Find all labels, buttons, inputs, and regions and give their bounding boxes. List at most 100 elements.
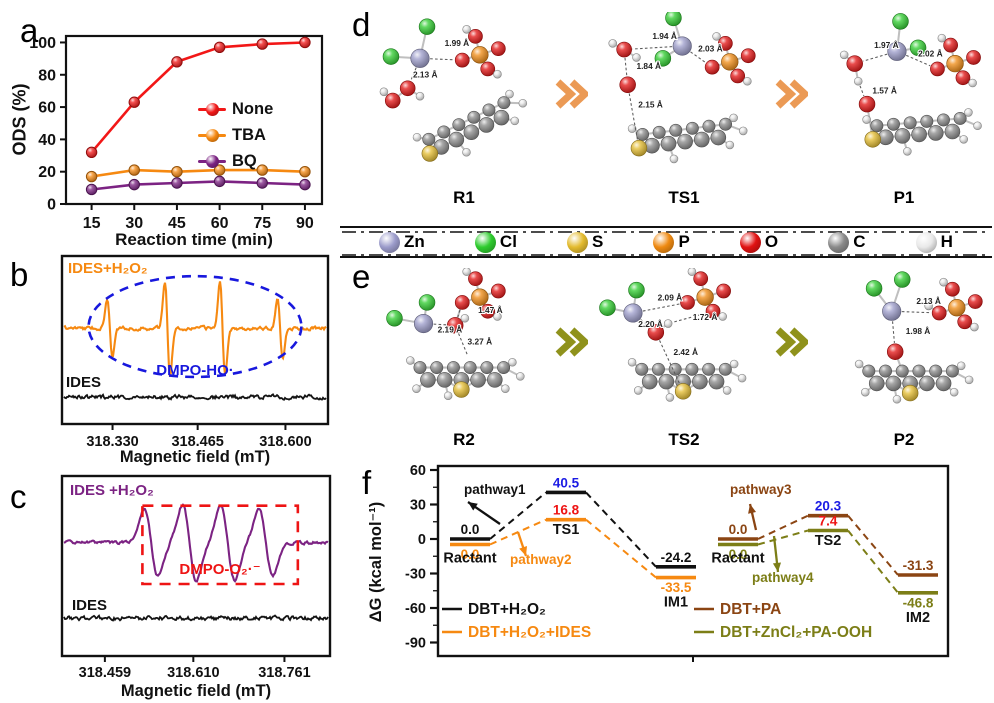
atom-C: [719, 117, 733, 131]
energy-legend-label: DBT+H₂O₂+IDES: [468, 624, 591, 641]
atom-Cl: [665, 12, 682, 27]
panel-d-letter: d: [352, 6, 371, 43]
atom-H: [718, 312, 727, 321]
atom-O: [680, 295, 695, 310]
atom-O: [647, 324, 665, 341]
atom-C: [937, 113, 950, 127]
distance-label: 1.94 Å: [652, 31, 677, 41]
atom-legend-item-Zn: Zn: [379, 231, 425, 253]
atom-ball-icon-Zn: [379, 231, 401, 253]
y-tick-label: 20: [38, 164, 56, 181]
energy-value-label: -46.8: [903, 595, 934, 610]
structure-label-P2: P2: [893, 430, 915, 449]
atom-ball-icon-S: [567, 231, 589, 253]
atom-C: [685, 362, 699, 376]
energy-value-label: -31.3: [903, 558, 934, 573]
data-point-BQ: [128, 178, 140, 191]
atom-C: [929, 364, 943, 378]
data-point-BQ: [171, 177, 183, 189]
atom-O: [616, 41, 632, 58]
atom-H: [949, 387, 959, 397]
atom-C: [446, 361, 460, 375]
data-point-None: [213, 41, 226, 54]
atom-Zn: [882, 301, 902, 321]
distance-label: 1.57 Å: [872, 86, 897, 96]
structure-label-TS1: TS1: [668, 188, 700, 207]
data-point-TBA: [213, 164, 226, 176]
panel-f-y-axis-label: ΔG (kcal mol⁻¹): [367, 501, 385, 623]
structure-label-P1: P1: [893, 188, 915, 207]
atom-C: [953, 111, 967, 125]
atom-H: [505, 89, 514, 99]
atom-H: [903, 147, 912, 156]
atom-ball-icon-C: [828, 231, 850, 253]
energy-connector: [757, 529, 809, 546]
legend-line-icon: [198, 128, 226, 142]
atom-H: [970, 322, 979, 332]
data-point-None: [85, 146, 98, 159]
energy-legend-label: DBT+PA: [720, 601, 781, 618]
atom-C: [493, 109, 510, 126]
trace-label-ides-h2o2: IDES +H₂O₂: [70, 482, 154, 499]
atom-Cl: [894, 271, 911, 288]
x-tick-label: 60: [211, 215, 229, 232]
atom-C: [885, 375, 902, 392]
annotation-dashed-rect: [141, 504, 300, 586]
legend-row-none: None: [198, 96, 273, 122]
atom-legend-item-S: S: [567, 231, 603, 253]
atom-C: [903, 116, 917, 130]
atom-C: [911, 126, 927, 143]
atom-H: [687, 268, 697, 276]
y-tick-label: 0: [418, 532, 426, 548]
atom-C: [919, 375, 935, 392]
atom-H: [608, 39, 617, 48]
energy-value-label: -33.5: [661, 580, 692, 595]
distance-label: 1.99 Å: [445, 38, 470, 48]
atom-O: [945, 281, 960, 297]
atom-C: [467, 110, 481, 124]
atom-symbol-Zn: Zn: [404, 232, 425, 251]
panel-a-y-axis-label: ODS (%): [9, 83, 30, 156]
x-tick-label: 75: [253, 215, 271, 232]
atom-ball-icon-P: [653, 231, 675, 253]
panel-e-letter: e: [352, 258, 371, 295]
reaction-arrow-icon: [555, 79, 588, 109]
atom-S: [864, 131, 881, 148]
atom-O: [468, 271, 483, 287]
atom-C: [470, 372, 486, 388]
atom-H: [924, 301, 933, 311]
atom-legend-item-O: O: [739, 231, 778, 253]
atom-C: [862, 364, 876, 378]
atom-C: [497, 361, 511, 375]
atom-P: [696, 288, 714, 306]
legend-marker-icon: [206, 128, 219, 142]
atom-O: [955, 70, 971, 86]
atom-C: [437, 125, 451, 139]
series-line-TBA: [91, 168, 305, 178]
distance-label: 2.02 Å: [918, 49, 943, 59]
panel-b: b 318.330 318.465 318.600 IDES+H₂O₂ DMPO-H…: [0, 250, 338, 470]
y-tick-label: 0: [47, 197, 56, 214]
x-tick-label: 318.600: [259, 434, 311, 450]
atom-C: [420, 372, 436, 388]
atom-P: [948, 299, 966, 317]
atom-Cl: [386, 310, 403, 327]
atom-S: [453, 381, 470, 398]
atom-C: [702, 119, 716, 133]
energy-legend-label: DBT+ZnCl₂+PA-OOH: [720, 624, 872, 641]
atom-O: [454, 52, 470, 68]
atom-Zn: [413, 314, 434, 334]
atom-H: [743, 76, 752, 86]
atom-H: [508, 358, 517, 367]
atom-O: [930, 61, 945, 77]
trace-label-ides-h2o2: IDES+H₂O₂: [68, 260, 148, 277]
energy-legend-label: DBT+H₂O₂: [468, 601, 546, 618]
atom-Cl: [892, 13, 909, 30]
atom-C: [413, 361, 427, 375]
distance-label: 2.15 Å: [638, 100, 663, 110]
atom-C: [945, 364, 959, 378]
station-label: Ractant: [443, 551, 496, 567]
panel-f-letter: f: [362, 464, 372, 501]
atom-H: [862, 115, 871, 124]
energy-connector: [489, 491, 547, 540]
